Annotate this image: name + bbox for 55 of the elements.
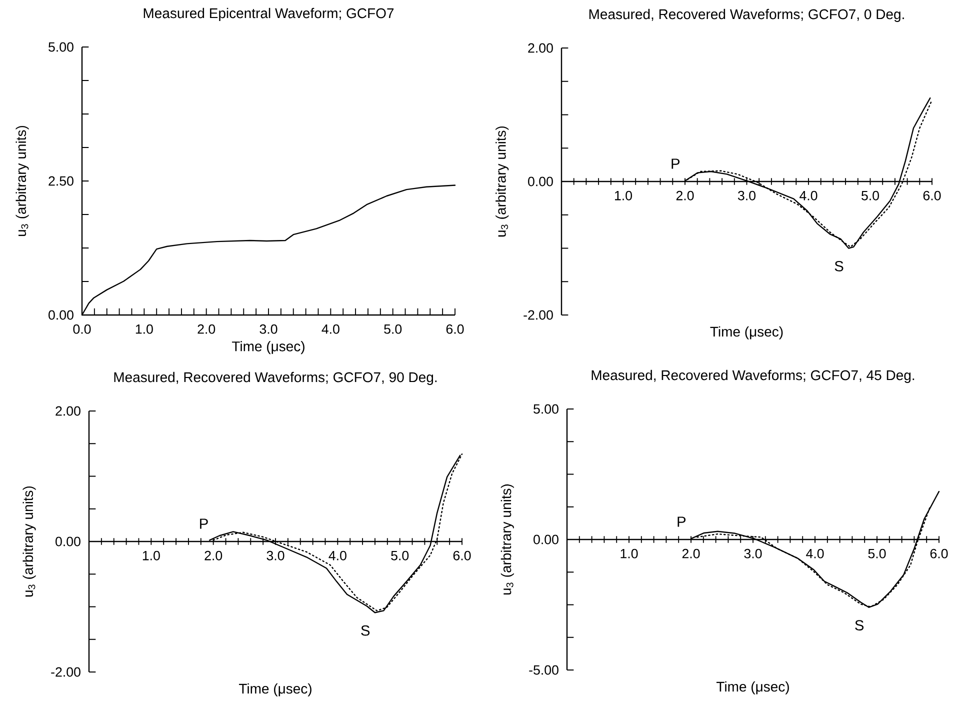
x-tick-label: 2.0 — [204, 550, 222, 560]
chart-title: Measured, Recovered Waveforms; GCFO7, 90 Deg. — [114, 372, 437, 385]
y-tick-label: 0.00 — [534, 534, 558, 544]
y-axis-title: u$_{3}$ (arbitrary units) — [16, 126, 29, 236]
y-tick-label: -5.00 — [529, 665, 558, 675]
y-tick-label: 2.00 — [56, 406, 80, 416]
annotation: P — [200, 518, 208, 529]
annotation: P — [672, 158, 680, 169]
y-tick-label: 0.00 — [56, 536, 80, 546]
x-tick-label: 2.0 — [198, 324, 216, 334]
x-axis-title: Time (μsec) — [232, 341, 304, 354]
x-tick-label: 4.0 — [322, 324, 340, 334]
x-tick-label: 3.0 — [744, 548, 762, 558]
x-tick-label: 4.0 — [806, 548, 824, 558]
x-tick-label: 6.0 — [453, 550, 471, 560]
x-tick-label: 5.0 — [862, 190, 879, 200]
annotation: S — [855, 620, 864, 630]
x-tick-label: 6.0 — [446, 324, 464, 334]
annotation: S — [834, 260, 844, 272]
chart-title: Measured Epicentral Waveform; GCFO7 — [144, 8, 394, 21]
y-tick-label: 0.00 — [48, 310, 74, 320]
x-tick-label: 5.0 — [868, 548, 886, 558]
y-tick-label: -2.00 — [51, 667, 80, 677]
annotation: S — [361, 625, 370, 636]
y-tick-label: 5.00 — [48, 42, 74, 52]
x-tick-label: 5.0 — [384, 324, 402, 334]
x-tick-label: 4.0 — [800, 190, 818, 200]
x-tick-label: 6.0 — [930, 548, 948, 558]
chart-title: Measured, Recovered Waveforms; GCFO7, 45 Deg. — [592, 370, 914, 383]
y-tick-label: 2.50 — [48, 176, 74, 186]
y-axis-title: u$_{3}$ (arbitrary units) — [500, 484, 514, 595]
y-tick-label: 0.00 — [528, 176, 553, 186]
x-axis-title: Time (μsec) — [716, 681, 789, 694]
x-tick-label: 3.0 — [738, 190, 756, 200]
x-tick-label: 4.0 — [328, 550, 346, 560]
x-tick-label: 3.0 — [260, 324, 278, 334]
annotation: P — [678, 516, 686, 527]
y-tick-label: 5.00 — [534, 404, 558, 414]
chart-title: Measured, Recovered Waveforms; GCFO7, 0 Deg. — [589, 8, 904, 22]
x-tick-label: 1.0 — [136, 324, 153, 334]
x-tick-label: 1.0 — [620, 548, 638, 558]
x-tick-label: 1.0 — [615, 190, 632, 200]
y-axis-title: u$_{3}$ (arbitrary units) — [22, 486, 36, 597]
x-tick-label: 6.0 — [923, 190, 941, 200]
y-tick-label: -2.00 — [524, 310, 553, 320]
x-axis-title: Time (μsec) — [238, 683, 312, 696]
x-tick-label: 2.0 — [682, 548, 700, 558]
x-tick-label: 2.0 — [676, 190, 694, 200]
y-axis-title: u$_{3}$ (arbitrary units) — [496, 126, 509, 237]
x-tick-label: 1.0 — [142, 550, 160, 560]
x-axis-title: Time (μsec) — [710, 326, 783, 340]
x-tick-label: 5.0 — [391, 550, 409, 560]
x-tick-label: 3.0 — [266, 550, 284, 560]
y-tick-label: 2.00 — [528, 43, 553, 53]
x-tick-label: 0.0 — [73, 324, 91, 334]
